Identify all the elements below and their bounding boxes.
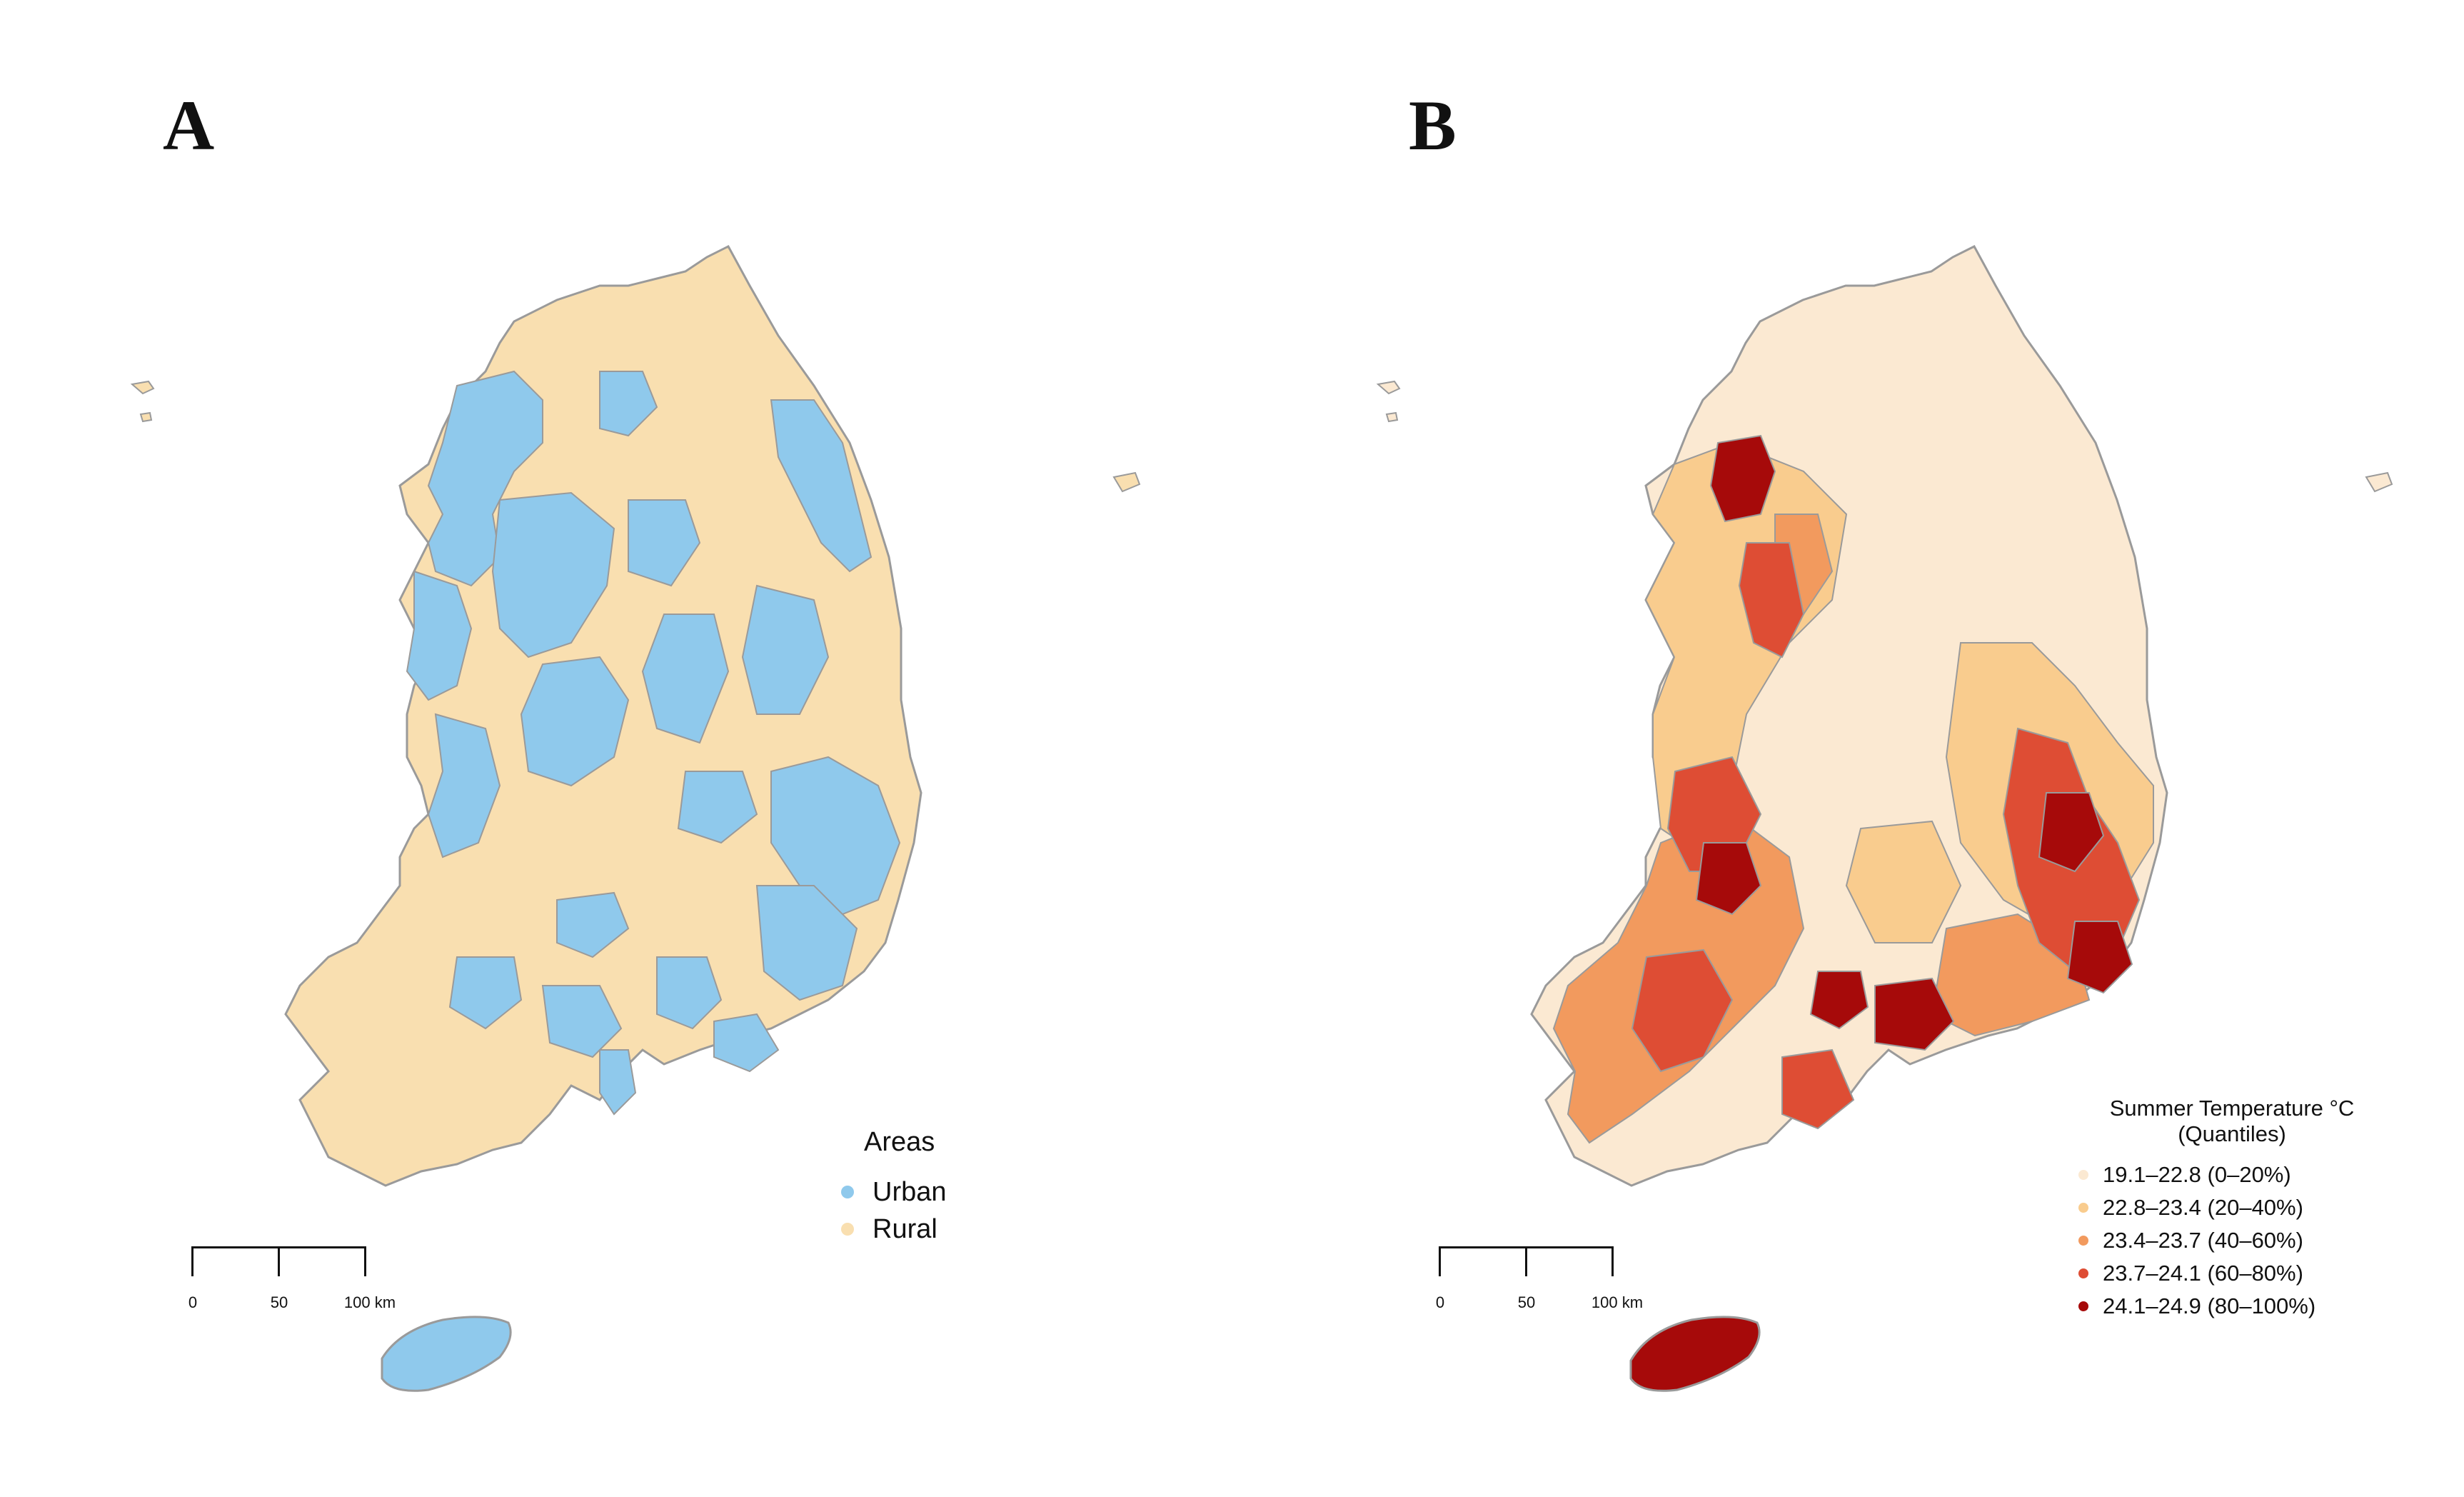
urban-region: [427, 370, 543, 587]
scale-bar: 0 50 100 km: [188, 1246, 396, 1325]
legend-item-rural: Rural: [841, 1211, 947, 1248]
scale-label-100: 100 km: [1591, 1293, 1644, 1311]
legend-label: 24.1–24.9 (80–100%): [2103, 1293, 2316, 1318]
urban-region: [427, 713, 501, 858]
legend-label: Urban: [873, 1176, 947, 1207]
legend-swatch: [841, 1186, 854, 1198]
scale-tick: [1439, 1246, 1441, 1276]
legend-title: Summer Temperature °C: [2109, 1096, 2355, 1121]
urban-region: [628, 499, 701, 587]
scale-label-50: 50: [270, 1293, 288, 1311]
jeju-island: [1629, 1316, 1761, 1392]
urban-region: [599, 1049, 637, 1116]
panel-label: A: [163, 86, 215, 165]
legend-swatch: [2078, 1170, 2088, 1180]
temperature-region: [1631, 948, 1734, 1073]
legend-title: Areas: [864, 1127, 935, 1157]
temperature-region: [1809, 971, 1869, 1030]
legend-item-q2: 22.8–23.4 (20–40%): [2078, 1191, 2421, 1224]
temperature-region: [2038, 792, 2105, 873]
island: [130, 380, 155, 395]
island: [1385, 411, 1399, 423]
map-korea-temperature: [1376, 245, 2393, 1392]
urban-region: [656, 956, 723, 1030]
jeju-island: [381, 1316, 512, 1392]
temperature-region: [1738, 542, 1805, 659]
scale-tick: [1611, 1246, 1614, 1276]
island: [139, 411, 153, 423]
island: [1376, 380, 1401, 395]
legend-item-q3: 23.4–23.7 (40–60%): [2078, 1224, 2421, 1257]
legend-item-urban: Urban: [841, 1173, 947, 1211]
legend-label: 19.1–22.8 (0–20%): [2103, 1162, 2291, 1187]
urban-region: [556, 891, 630, 958]
urban-region: [541, 985, 623, 1058]
scale-bar: 0 50 100 km: [1435, 1246, 1643, 1325]
legend-swatch: [2078, 1268, 2088, 1278]
panel-b-temperature-map: B 0 50 100 km: [1232, 0, 2464, 1497]
temperature-region: [1709, 434, 1776, 523]
scale-label-100: 100 km: [343, 1293, 396, 1311]
urban-region: [599, 371, 658, 437]
urban-region: [713, 1013, 780, 1073]
scale-tick: [1525, 1246, 1527, 1276]
urban-region: [755, 885, 858, 1001]
legend-label: 22.8–23.4 (20–40%): [2103, 1195, 2303, 1220]
legend-swatch: [2078, 1203, 2088, 1213]
legend-item-q1: 19.1–22.8 (0–20%): [2078, 1158, 2421, 1191]
legend-item-q4: 23.7–24.1 (60–80%): [2078, 1257, 2421, 1290]
legend-areas: Areas Urban Rural: [841, 1127, 947, 1248]
legend-swatch: [2078, 1236, 2088, 1246]
legend-swatch: [841, 1223, 854, 1236]
map-korea-areas: [130, 245, 1141, 1392]
scale-tick: [364, 1246, 366, 1276]
scale-label-0: 0: [188, 1293, 198, 1311]
scale-label-0: 0: [1435, 1293, 1445, 1311]
legend-label: 23.4–23.7 (40–60%): [2103, 1228, 2303, 1253]
urban-region: [520, 656, 630, 787]
scale-tick: [191, 1246, 193, 1276]
urban-region: [641, 614, 730, 744]
panel-label: B: [1409, 86, 1457, 165]
legend-label: 23.7–24.1 (60–80%): [2103, 1261, 2303, 1286]
urban-region: [770, 399, 873, 573]
scale-tick: [278, 1246, 280, 1276]
island: [1112, 471, 1141, 493]
temperature-region: [2066, 921, 2133, 994]
temperature-region: [1695, 842, 1762, 916]
legend-temperature: Summer Temperature °C (Quantiles) 19.1–2…: [2078, 1096, 2421, 1323]
legend-item-q5: 24.1–24.9 (80–100%): [2078, 1290, 2421, 1323]
legend-label: Rural: [873, 1213, 937, 1244]
urban-region: [741, 584, 830, 715]
urban-region: [406, 570, 473, 701]
urban-region: [448, 956, 523, 1030]
island: [2365, 471, 2393, 493]
urban-region: [677, 771, 758, 844]
temperature-region: [1874, 977, 1955, 1051]
urban-region: [770, 756, 901, 916]
panel-a-urban-rural-map: A 0 50 100 km: [130, 86, 1141, 1392]
scale-label-50: 50: [1517, 1293, 1536, 1311]
urban-region: [491, 491, 615, 659]
temperature-region: [1845, 820, 1962, 943]
legend-swatch: [2078, 1301, 2088, 1311]
temperature-region: [1781, 1048, 1855, 1130]
legend-subtitle: (Quantiles): [2178, 1121, 2286, 1146]
